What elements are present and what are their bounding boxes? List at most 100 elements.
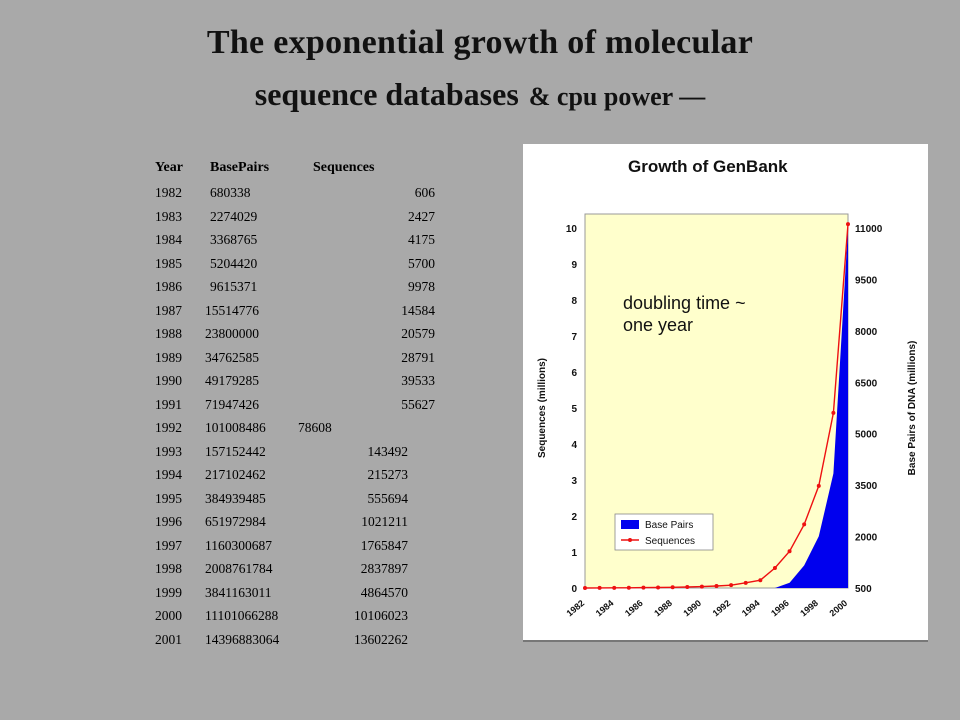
cell-year: 1996 bbox=[155, 514, 182, 529]
y-tick-label: 10 bbox=[566, 224, 578, 235]
table-row: 1986 9615371 9978 bbox=[0, 279, 520, 302]
sequences-point bbox=[846, 222, 850, 227]
table-row: 1987 15514776 14584 bbox=[0, 303, 520, 326]
cell-sequences: 14584 bbox=[401, 302, 435, 318]
chart-title: Growth of GenBank bbox=[628, 157, 788, 176]
table-row: 1994 217102462 215273 bbox=[0, 467, 520, 490]
cell-year: 1987 bbox=[155, 302, 182, 318]
x-tick-label: 1984 bbox=[594, 598, 616, 619]
sequences-point bbox=[787, 549, 792, 554]
table-row: 1995 384939485 555694 bbox=[0, 491, 520, 514]
sequences-point bbox=[758, 578, 763, 583]
table-row: 1982 680338 606 bbox=[0, 185, 520, 208]
sequences-point bbox=[626, 585, 631, 590]
slide-title-line2: sequence databases & cpu power — bbox=[0, 76, 960, 113]
y2-tick-label: 8000 bbox=[855, 327, 878, 338]
cell-basepairs: 11101066288 bbox=[205, 608, 279, 623]
cell-basepairs: 9615371 bbox=[210, 279, 258, 294]
cell-year: 1994 bbox=[155, 467, 182, 482]
y-tick-label: 2 bbox=[571, 512, 577, 523]
slide-title-line2-main: sequence databases bbox=[254, 76, 519, 112]
y-tick-label: 6 bbox=[571, 368, 577, 379]
cell-basepairs: 680338 bbox=[210, 185, 251, 200]
y-tick-label: 7 bbox=[571, 332, 577, 343]
slide-title-line1: The exponential growth of molecular bbox=[206, 24, 754, 61]
cell-sequences: 4175 bbox=[408, 232, 435, 247]
cell-year: 1988 bbox=[155, 326, 182, 341]
cell-sequences: 4864570 bbox=[360, 584, 408, 600]
cell-basepairs: 15514776 bbox=[205, 302, 259, 318]
cell-basepairs: 384939485 bbox=[205, 490, 266, 506]
cell-year: 2001 bbox=[155, 631, 182, 647]
cell-year: 1984 bbox=[155, 232, 182, 247]
y2-tick-label: 6500 bbox=[855, 378, 878, 389]
sequences-point bbox=[670, 585, 675, 590]
y-tick-label: 0 bbox=[571, 584, 577, 595]
cell-basepairs: 157152442 bbox=[205, 443, 266, 459]
cell-year: 1983 bbox=[155, 208, 182, 224]
cell-basepairs: 14396883064 bbox=[205, 631, 280, 647]
cell-basepairs: 34762585 bbox=[205, 349, 259, 365]
cell-basepairs: 101008486 bbox=[205, 420, 266, 435]
cell-sequences: 78608 bbox=[298, 420, 332, 435]
cell-year: 1990 bbox=[155, 373, 182, 388]
y-tick-label: 8 bbox=[571, 296, 577, 307]
sequences-point bbox=[641, 585, 646, 590]
table-row: 1996 651972984 1021211 bbox=[0, 514, 520, 537]
sequences-point bbox=[816, 483, 821, 488]
sequences-point bbox=[612, 585, 617, 590]
cell-sequences: 2837897 bbox=[360, 561, 408, 576]
cell-year: 1999 bbox=[155, 584, 182, 600]
cell-basepairs: 3368765 bbox=[210, 232, 258, 247]
y2-tick-label: 500 bbox=[855, 584, 872, 595]
cell-basepairs: 2008761784 bbox=[205, 561, 273, 576]
x-tick-label: 1982 bbox=[565, 598, 587, 619]
cell-sequences: 28791 bbox=[401, 349, 435, 365]
header-basepairs: BasePairs bbox=[210, 160, 270, 175]
sequences-point bbox=[583, 585, 587, 590]
x-tick-label: 1988 bbox=[652, 598, 674, 619]
table-row: 1999 3841163011 4864570 bbox=[0, 585, 520, 608]
sequences-point bbox=[743, 580, 748, 585]
cell-sequences: 2427 bbox=[408, 208, 435, 224]
cell-year: 1991 bbox=[155, 396, 182, 412]
annotation-text-line: one year bbox=[623, 315, 693, 335]
y2-axis-title: Base Pairs of DNA (millions) bbox=[907, 341, 918, 476]
cell-sequences: 555694 bbox=[367, 490, 409, 506]
x-tick-label: 1998 bbox=[798, 598, 820, 619]
cell-sequences: 1765847 bbox=[360, 537, 408, 553]
cell-year: 1989 bbox=[155, 349, 182, 365]
header-year: Year bbox=[155, 160, 183, 175]
x-tick-label: 1996 bbox=[769, 598, 791, 619]
y2-tick-label: 2000 bbox=[855, 533, 878, 544]
cell-year: 1992 bbox=[155, 420, 182, 435]
table-row: 1989 34762585 28791 bbox=[0, 350, 520, 373]
cell-sequences: 55627 bbox=[401, 396, 435, 412]
table-row: 1984 3368765 4175 bbox=[0, 232, 520, 255]
cell-basepairs: 3841163011 bbox=[205, 584, 272, 600]
table-row: 1985 5204420 5700 bbox=[0, 256, 520, 279]
cell-year: 2000 bbox=[155, 608, 182, 623]
chart-bottom-border bbox=[523, 640, 928, 642]
x-tick-label: 1990 bbox=[681, 598, 703, 619]
sequences-point bbox=[729, 583, 734, 588]
x-tick-label: 1992 bbox=[711, 598, 733, 619]
y-tick-label: 3 bbox=[571, 476, 577, 487]
header-sequences: Sequences bbox=[313, 160, 375, 175]
y2-tick-label: 3500 bbox=[855, 481, 878, 492]
cell-year: 1986 bbox=[155, 279, 182, 294]
cell-basepairs: 5204420 bbox=[210, 255, 258, 271]
cell-basepairs: 217102462 bbox=[205, 467, 266, 482]
cell-basepairs: 23800000 bbox=[205, 326, 259, 341]
cell-basepairs: 49179285 bbox=[205, 373, 259, 388]
table-row: 1991 71947426 55627 bbox=[0, 397, 520, 420]
y2-tick-label: 5000 bbox=[855, 430, 878, 441]
sequences-point bbox=[802, 522, 807, 527]
cell-sequences: 39533 bbox=[401, 373, 435, 388]
y-axis-title: Sequences (millions) bbox=[537, 358, 548, 458]
cell-year: 1985 bbox=[155, 255, 182, 271]
y-tick-label: 4 bbox=[571, 440, 577, 451]
table-row: 1993 157152442 143492 bbox=[0, 444, 520, 467]
cell-sequences: 10106023 bbox=[354, 608, 408, 623]
y-tick-label: 9 bbox=[571, 260, 577, 271]
